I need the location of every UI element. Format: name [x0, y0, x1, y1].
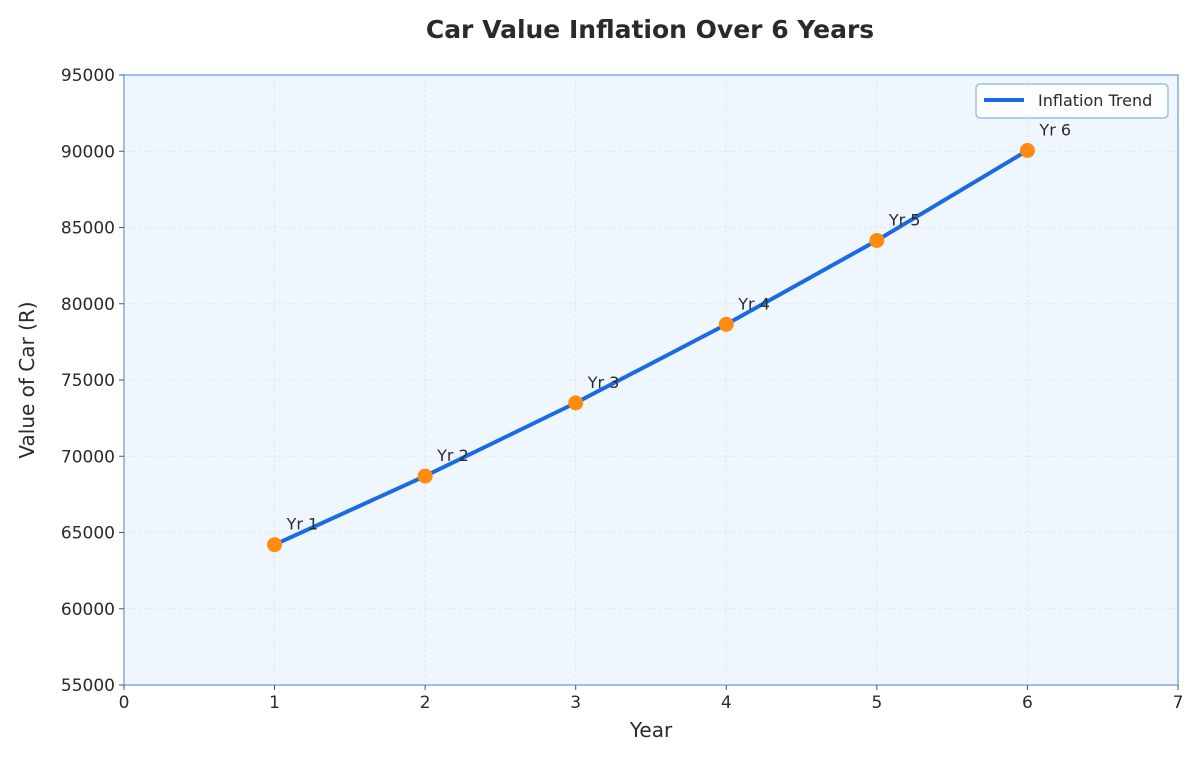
y-tick-label: 75000: [61, 371, 115, 391]
y-axis-label: Value of Car (R): [15, 301, 39, 458]
data-point-label: Yr 3: [587, 373, 620, 392]
data-point-label: Yr 2: [436, 446, 469, 465]
y-tick-label: 65000: [61, 524, 115, 544]
data-point-label: Yr 4: [737, 294, 770, 313]
legend-series-name: Inflation Trend: [1038, 91, 1152, 110]
x-axis-ticks: 0 1 2 3 4 5 6 7: [119, 685, 1184, 713]
y-tick-label: 80000: [61, 295, 115, 315]
x-tick-label: 2: [420, 693, 431, 713]
y-tick-label: 95000: [61, 66, 115, 86]
data-point: [869, 232, 885, 248]
y-tick-label: 70000: [61, 447, 115, 467]
y-tick-label: 60000: [61, 600, 115, 620]
data-point: [568, 395, 584, 411]
y-tick-label: 85000: [61, 219, 115, 239]
data-point: [417, 468, 433, 484]
y-tick-label: 55000: [61, 676, 115, 696]
data-point: [267, 537, 283, 553]
x-tick-label: 1: [269, 693, 280, 713]
series-layer: Yr 1 Yr 2 Yr 3 Yr 4 Yr 5 Yr 6: [267, 120, 1071, 553]
x-tick-label: 7: [1173, 693, 1184, 713]
data-point: [1019, 142, 1035, 158]
x-tick-label: 4: [721, 693, 732, 713]
x-tick-label: 3: [570, 693, 581, 713]
data-point: [718, 316, 734, 332]
x-axis-label: Year: [629, 718, 673, 742]
series-line: [272, 148, 1030, 547]
x-tick-label: 0: [119, 693, 130, 713]
legend: Inflation Trend: [975, 83, 1169, 119]
chart-title: Car Value Inflation Over 6 Years: [426, 15, 874, 44]
data-point-label: Yr 1: [286, 515, 319, 534]
data-point-label: Yr 6: [1038, 120, 1071, 139]
legend-box: [975, 83, 1169, 119]
y-tick-label: 90000: [61, 142, 115, 162]
x-tick-label: 5: [871, 693, 882, 713]
x-tick-label: 6: [1022, 693, 1033, 713]
y-axis-ticks: 55000 60000 65000 70000 75000 80000 85000 90000…: [61, 66, 124, 696]
data-point-label: Yr 5: [888, 210, 921, 229]
